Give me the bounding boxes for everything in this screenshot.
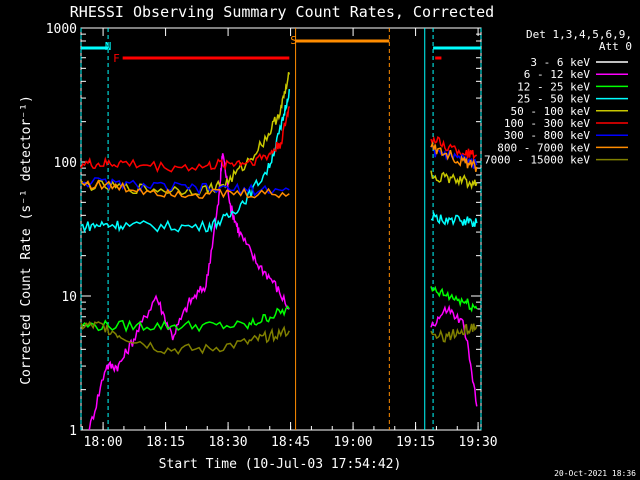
series-line	[80, 177, 290, 197]
plot-frame	[80, 27, 482, 431]
x-tick-label: 18:00	[84, 435, 123, 450]
legend-header-line-2: Att 0	[599, 40, 632, 53]
annotation-label: N	[105, 40, 112, 53]
y-tick-label: 100	[54, 156, 77, 171]
y-tick-label: 10	[61, 290, 77, 305]
series-line-post-gap	[434, 298, 478, 321]
series-line-post-gap	[430, 323, 478, 343]
x-axis-label: Start Time (10-Jul-03 17:54:42)	[159, 457, 402, 472]
series-line-post-gap	[430, 304, 478, 407]
legend-label: 50 - 100 keV	[511, 105, 591, 118]
y-tick-label: 1	[69, 424, 77, 439]
series-line-post-gap	[430, 211, 478, 227]
legend-label: 3 - 6 keV	[530, 56, 590, 69]
series-line	[80, 89, 291, 234]
series-line-post-gap	[430, 135, 477, 160]
y-tick-label: 1000	[46, 22, 77, 37]
legend-label: 800 - 7000 keV	[497, 141, 590, 154]
legend-label: 100 - 300 keV	[504, 117, 590, 130]
legend-label: 25 - 50 keV	[517, 93, 590, 106]
series-line	[80, 305, 290, 333]
footer-timestamp: 20-Oct-2021 18:36	[554, 469, 636, 478]
x-tick-label: 18:45	[271, 435, 310, 450]
series-line	[134, 179, 291, 331]
series-line-post-gap	[430, 285, 478, 313]
x-tick-label: 18:30	[209, 435, 248, 450]
series-line	[80, 320, 290, 356]
annotation-label: F	[113, 52, 120, 65]
series-line-post-gap	[430, 141, 478, 172]
series-line-post-gap	[430, 170, 478, 191]
x-tick-label: 18:15	[146, 435, 185, 450]
legend-header-line-1: Det 1,3,4,5,6,9,	[526, 28, 632, 41]
legend-label: 300 - 800 keV	[504, 129, 590, 142]
annotation-label: S	[290, 34, 297, 47]
x-tick-label: 19:00	[334, 435, 373, 450]
legend-label: 7000 - 15000 keV	[484, 154, 590, 167]
series-line	[80, 71, 291, 196]
series-line	[88, 153, 290, 431]
series-line	[80, 106, 290, 174]
legend-label: 6 - 12 keV	[524, 68, 591, 81]
chart-title: RHESSI Observing Summary Count Rates, Co…	[70, 3, 494, 21]
legend-label: 12 - 25 keV	[517, 80, 590, 93]
x-tick-label: 19:30	[459, 435, 498, 450]
x-tick-label: 19:15	[396, 435, 435, 450]
y-axis-label: Corrected Count Rate (s⁻¹ detector⁻¹)	[19, 95, 34, 385]
series-line	[80, 179, 290, 199]
